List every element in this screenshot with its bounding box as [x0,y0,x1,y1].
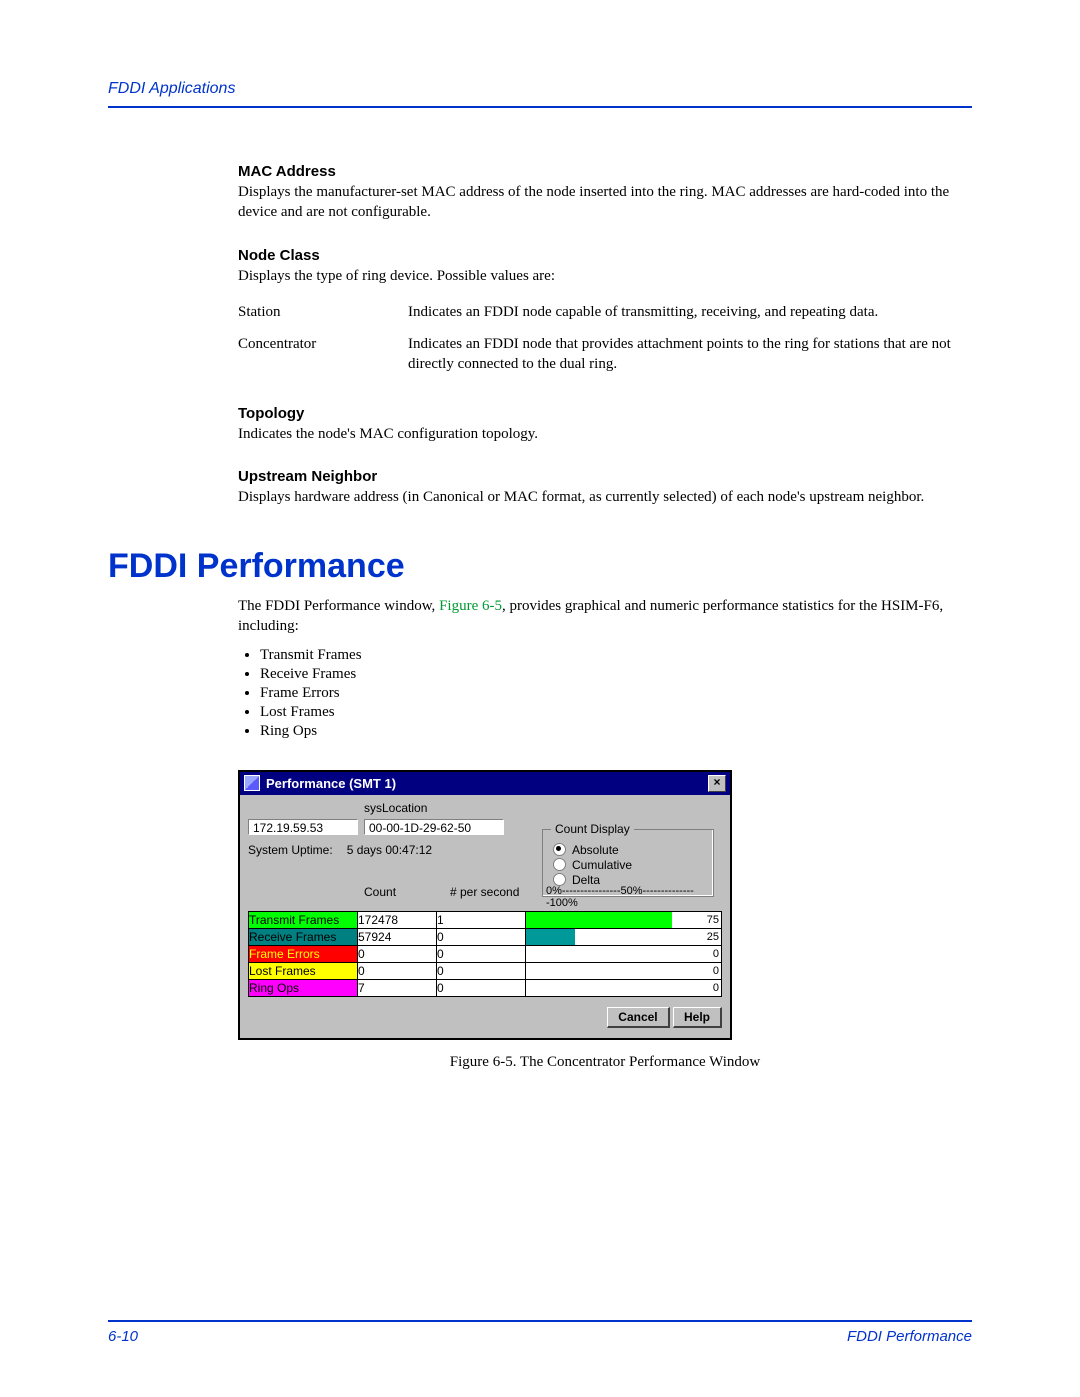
bar-val-receive: 25 [707,929,719,945]
bar-fill-transmit [526,912,672,928]
footer-section: FDDI Performance [847,1328,972,1345]
fddi-performance-heading: FDDI Performance [108,547,972,586]
bar-transmit: 75 [526,911,722,928]
rate-transmit: 1 [437,911,526,928]
sys-location-label: sysLocation [364,801,504,815]
bar-fill-receive [526,929,575,945]
topology-title: Topology [238,405,972,422]
radio-cumulative-label: Cumulative [572,858,632,872]
cancel-button[interactable]: Cancel [607,1007,669,1028]
rate-receive: 0 [437,928,526,945]
uptime-value: 5 days 00:47:12 [347,843,432,857]
rate-ringops: 0 [437,979,526,996]
label-lost: Lost Frames [249,962,358,979]
count-display-legend: Count Display [551,822,634,836]
window-title: Performance (SMT 1) [266,776,396,791]
topology-text: Indicates the node's MAC configuration t… [238,424,972,444]
radio-absolute-label: Absolute [572,843,619,857]
bullet-receive: Receive Frames [260,666,972,683]
mac-address-text: Displays the manufacturer-set MAC addres… [238,182,972,223]
def-body-station: Indicates an FDDI node capable of transm… [408,296,972,328]
row-lost: Lost Frames 0 0 0 [249,962,722,979]
col-count: Count [364,885,444,909]
bar-receive: 25 [526,928,722,945]
radio-delta-label: Delta [572,873,600,887]
mac-field: 00-00-1D-29-62-50 [364,819,504,835]
radio-cumulative-icon[interactable] [553,858,566,871]
row-receive: Receive Frames 57924 0 25 [249,928,722,945]
count-receive: 57924 [358,928,437,945]
figure-reference[interactable]: Figure 6-5 [439,598,502,614]
radio-absolute-icon[interactable] [553,843,566,856]
running-head: FDDI Applications [108,80,972,98]
bar-ringops: 0 [526,979,722,996]
radio-delta[interactable]: Delta [553,873,703,887]
page-number: 6-10 [108,1328,138,1345]
upstream-text: Displays hardware address (in Canonical … [238,487,972,507]
radio-absolute[interactable]: Absolute [553,843,703,857]
close-icon[interactable]: × [708,775,726,792]
upstream-title: Upstream Neighbor [238,468,972,485]
radio-delta-icon[interactable] [553,873,566,886]
bullet-errors: Frame Errors [260,685,972,702]
col-rate: # per second [450,885,540,909]
row-transmit: Transmit Frames 172478 1 75 [249,911,722,928]
label-errors: Frame Errors [249,945,358,962]
help-button[interactable]: Help [673,1007,722,1028]
def-term-concentrator: Concentrator [238,328,408,381]
rate-lost: 0 [437,962,526,979]
row-errors: Frame Errors 0 0 0 [249,945,722,962]
def-term-station: Station [238,296,408,328]
header-rule [108,106,972,108]
ip-field: 172.19.59.53 [248,819,358,835]
perf-intro-pre: The FDDI Performance window, [238,598,439,614]
titlebar[interactable]: Performance (SMT 1) × [240,772,730,795]
performance-window: Performance (SMT 1) × sysLocation 172.19… [238,770,732,1040]
label-transmit: Transmit Frames [249,911,358,928]
system-menu-icon[interactable] [244,775,260,791]
bar-val-lost: 0 [713,963,719,979]
row-ringops: Ring Ops 7 0 0 [249,979,722,996]
rate-errors: 0 [437,945,526,962]
bullet-lost: Lost Frames [260,704,972,721]
perf-bullets: Transmit Frames Receive Frames Frame Err… [238,647,972,740]
node-class-intro: Displays the type of ring device. Possib… [238,266,972,286]
bar-val-errors: 0 [713,946,719,962]
label-ringops: Ring Ops [249,979,358,996]
figure-caption: Figure 6-5. The Concentrator Performance… [238,1054,972,1071]
label-receive: Receive Frames [249,928,358,945]
perf-intro: The FDDI Performance window, Figure 6-5,… [238,596,972,637]
bar-val-transmit: 75 [707,912,719,928]
mac-address-title: MAC Address [238,163,972,180]
count-lost: 0 [358,962,437,979]
uptime-label: System Uptime: [248,843,333,857]
bar-val-ringops: 0 [713,980,719,996]
count-errors: 0 [358,945,437,962]
count-display-group: Count Display Absolute Cumulative Delta [542,829,714,897]
bullet-transmit: Transmit Frames [260,647,972,664]
def-body-concentrator: Indicates an FDDI node that provides att… [408,328,972,381]
bullet-ringops: Ring Ops [260,723,972,740]
node-class-title: Node Class [238,247,972,264]
count-transmit: 172478 [358,911,437,928]
radio-cumulative[interactable]: Cumulative [553,858,703,872]
metrics-table: Transmit Frames 172478 1 75 Receive Fram… [248,911,722,997]
node-class-definitions: Station Indicates an FDDI node capable o… [238,296,972,381]
count-ringops: 7 [358,979,437,996]
bar-errors: 0 [526,945,722,962]
bar-lost: 0 [526,962,722,979]
